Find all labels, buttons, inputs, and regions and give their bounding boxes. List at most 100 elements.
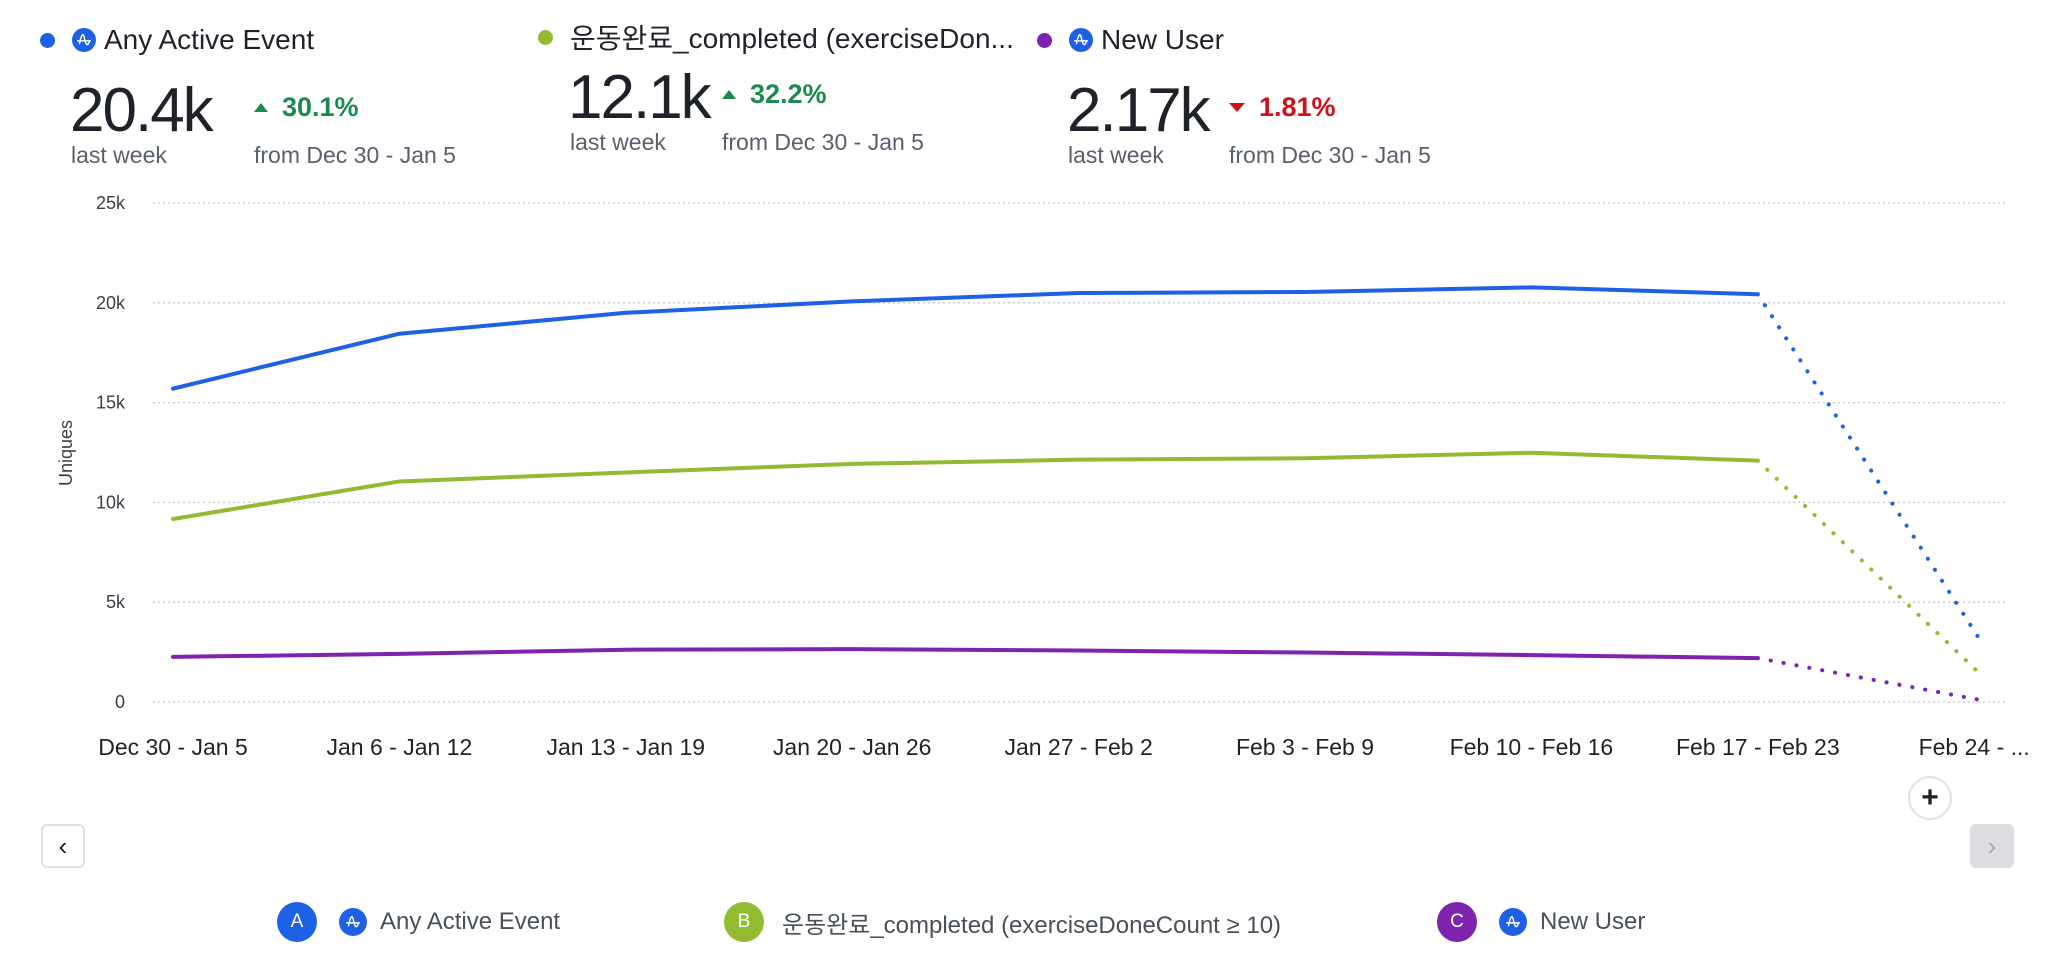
series-letter-badge: B <box>724 902 764 942</box>
data-point[interactable] <box>1525 447 1537 459</box>
series-incomplete-segment[interactable] <box>1755 292 1983 643</box>
y-tick-label: 10k <box>96 492 126 512</box>
amplitude-icon <box>72 28 96 52</box>
data-point[interactable] <box>167 651 179 663</box>
series-color-dot <box>40 32 55 48</box>
legend-label: 운동완료_completed (exerciseDoneCount ≥ 10) <box>782 911 1282 939</box>
y-axis-label: Uniques <box>56 420 76 486</box>
data-point[interactable] <box>1978 634 1990 646</box>
legend-label: Any Active Event <box>380 908 561 935</box>
series-title-a[interactable]: Any Active Event <box>40 24 314 56</box>
delta-badge: 30.1% <box>254 92 359 123</box>
delta-badge: 32.2% <box>722 79 827 110</box>
series-color-dot <box>538 29 553 45</box>
metric-value: 12.1k <box>568 63 712 132</box>
add-annotation-button[interactable]: + <box>1908 776 1952 820</box>
series-title-text: Any Active Event <box>104 24 315 55</box>
metric-caption: last week <box>1068 142 1164 168</box>
series-line[interactable] <box>171 285 1760 391</box>
delta-caption: from Dec 30 - Jan 5 <box>254 142 456 168</box>
series-c <box>167 643 1990 706</box>
data-point[interactable] <box>846 643 858 655</box>
scroll-left-button[interactable]: ‹ <box>41 824 85 868</box>
up-triangle-icon <box>722 90 736 99</box>
y-tick-label: 25k <box>96 193 126 213</box>
x-tick-label: Feb 3 - Feb 9 <box>1236 734 1374 760</box>
data-point[interactable] <box>393 328 405 340</box>
delta-caption: from Dec 30 - Jan 5 <box>722 129 924 155</box>
series-color-dot <box>1037 32 1052 48</box>
data-point[interactable] <box>1073 287 1085 299</box>
series-title-text: New User <box>1101 24 1224 55</box>
delta-value: 32.2% <box>750 79 827 109</box>
metric-value: 20.4k <box>70 76 214 145</box>
series-letter-badge: A <box>277 902 317 942</box>
up-triangle-icon <box>254 103 268 112</box>
metric-caption: last week <box>71 142 167 168</box>
data-point[interactable] <box>1299 646 1311 658</box>
data-point[interactable] <box>1752 455 1764 467</box>
data-point[interactable] <box>1978 694 1990 706</box>
series-title-c[interactable]: New User <box>1037 24 1224 56</box>
x-tick-label: Dec 30 - Jan 5 <box>98 734 248 760</box>
data-point[interactable] <box>1525 649 1537 661</box>
series-title-b[interactable]: 운동완료_completed (exerciseDon... <box>538 17 1014 57</box>
x-tick-label: Jan 20 - Jan 26 <box>773 734 932 760</box>
legend-label: New User <box>1540 908 1646 935</box>
series-incomplete-segment[interactable] <box>1755 458 1983 677</box>
x-tick-label: Feb 17 - Feb 23 <box>1676 734 1840 760</box>
x-tick-label: Jan 6 - Jan 12 <box>327 734 473 760</box>
series-incomplete-segment[interactable] <box>1755 656 1983 703</box>
chevron-left-icon: ‹ <box>58 830 68 861</box>
y-tick-label: 15k <box>96 393 126 413</box>
data-point[interactable] <box>167 383 179 395</box>
data-point[interactable] <box>620 644 632 656</box>
metric-caption: last week <box>570 129 666 155</box>
legend-item-a[interactable]: A Any Active Event <box>277 902 560 942</box>
data-point[interactable] <box>620 466 632 478</box>
data-point[interactable] <box>1073 454 1085 466</box>
data-point[interactable] <box>1299 452 1311 464</box>
x-tick-label: Jan 27 - Feb 2 <box>1004 734 1152 760</box>
delta-badge: 1.81% <box>1229 92 1336 123</box>
series-letter-badge: C <box>1437 902 1477 942</box>
chevron-right-icon: › <box>1987 830 1997 861</box>
x-tick-label: Feb 24 - ... <box>1919 734 2030 760</box>
legend-item-b[interactable]: B 운동완료_completed (exerciseDoneCount ≥ 10… <box>724 902 1281 942</box>
delta-value: 1.81% <box>1259 92 1336 122</box>
down-triangle-icon <box>1229 103 1245 112</box>
data-point[interactable] <box>620 307 632 319</box>
data-point[interactable] <box>393 475 405 487</box>
data-point[interactable] <box>1752 652 1764 664</box>
metric-value: 2.17k <box>1067 76 1211 145</box>
amplitude-icon <box>1499 908 1527 936</box>
y-tick-label: 20k <box>96 293 126 313</box>
series-lines <box>167 281 1990 706</box>
data-point[interactable] <box>1752 288 1764 300</box>
delta-value: 30.1% <box>282 92 359 122</box>
data-point[interactable] <box>846 458 858 470</box>
data-point[interactable] <box>1073 645 1085 657</box>
series-title-text: 운동완료_completed (exerciseDon... <box>570 23 1014 54</box>
scroll-right-button[interactable]: › <box>1970 824 2014 868</box>
legend-item-c[interactable]: C New User <box>1437 902 1645 942</box>
delta-caption: from Dec 30 - Jan 5 <box>1229 142 1431 168</box>
data-point[interactable] <box>1525 281 1537 293</box>
amplitude-icon <box>1069 28 1093 52</box>
gridlines <box>153 202 2005 703</box>
x-tick-label: Jan 13 - Jan 19 <box>547 734 706 760</box>
data-point[interactable] <box>1978 668 1990 680</box>
data-point[interactable] <box>393 648 405 660</box>
plus-icon: + <box>1921 781 1939 814</box>
data-point[interactable] <box>846 295 858 307</box>
x-tick-label: Feb 10 - Feb 16 <box>1450 734 1614 760</box>
data-point[interactable] <box>167 513 179 525</box>
x-axis-ticks: Dec 30 - Jan 5 Jan 6 - Jan 12 Jan 13 - Jan… <box>98 734 2030 760</box>
y-tick-label: 0 <box>115 692 125 712</box>
data-point[interactable] <box>1299 286 1311 298</box>
series-b <box>167 447 1990 680</box>
amplitude-icon <box>339 908 367 936</box>
series-line[interactable] <box>171 647 1760 661</box>
series-line[interactable] <box>171 450 1760 521</box>
